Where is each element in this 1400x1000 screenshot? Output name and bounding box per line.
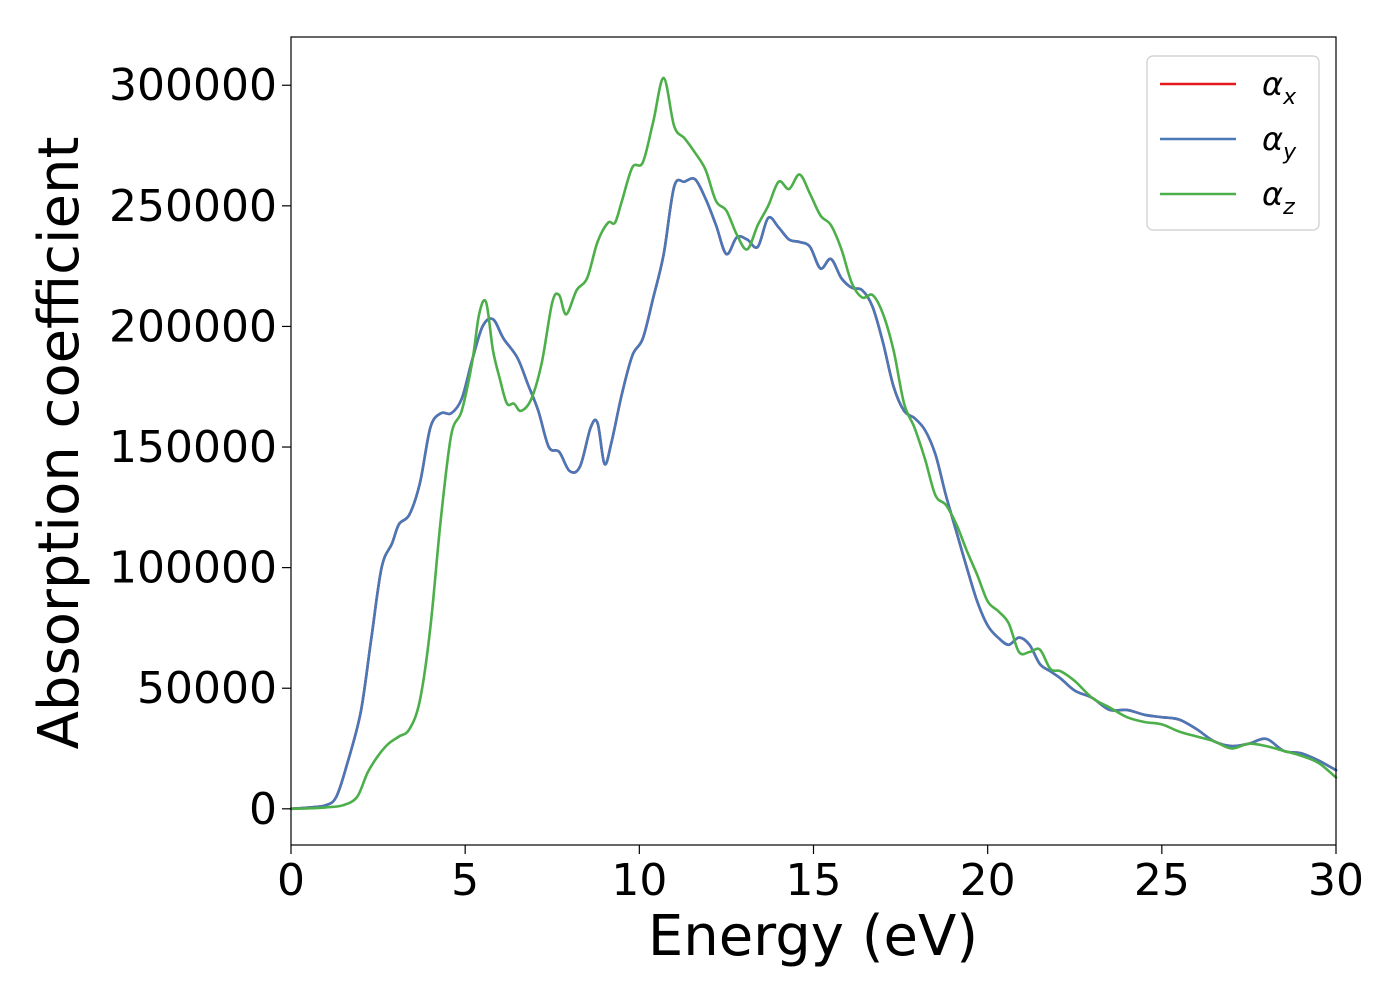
x-tick-label: 5 [451, 855, 479, 906]
y-tick-label: 200000 [109, 301, 277, 352]
x-tick-label: 30 [1308, 855, 1364, 906]
x-axis-ticks: 0 5 10 15 20 25 30 [277, 845, 1364, 906]
x-tick-label: 20 [960, 855, 1016, 906]
y-tick-label: 150000 [109, 422, 277, 473]
x-tick-label: 25 [1134, 855, 1190, 906]
y-axis-title: Absorption coefficient [27, 137, 92, 750]
series-line-y [289, 177, 1338, 811]
series-line-z [289, 76, 1338, 811]
y-tick-label: 100000 [109, 543, 277, 594]
legend-frame [1146, 55, 1320, 231]
x-axis-title: Energy (eV) [648, 904, 978, 969]
y-tick-label: 0 [249, 784, 277, 835]
x-tick-label: 10 [611, 855, 667, 906]
x-tick-label: 0 [277, 855, 305, 906]
series-layer [289, 76, 1338, 811]
y-tick-label: 50000 [137, 663, 277, 714]
y-axis-ticks: 0 50000 100000 150000 200000 250000 300000 [109, 60, 291, 835]
x-tick-label: 15 [786, 855, 842, 906]
y-tick-label: 300000 [109, 60, 277, 111]
y-tick-label: 250000 [109, 181, 277, 232]
